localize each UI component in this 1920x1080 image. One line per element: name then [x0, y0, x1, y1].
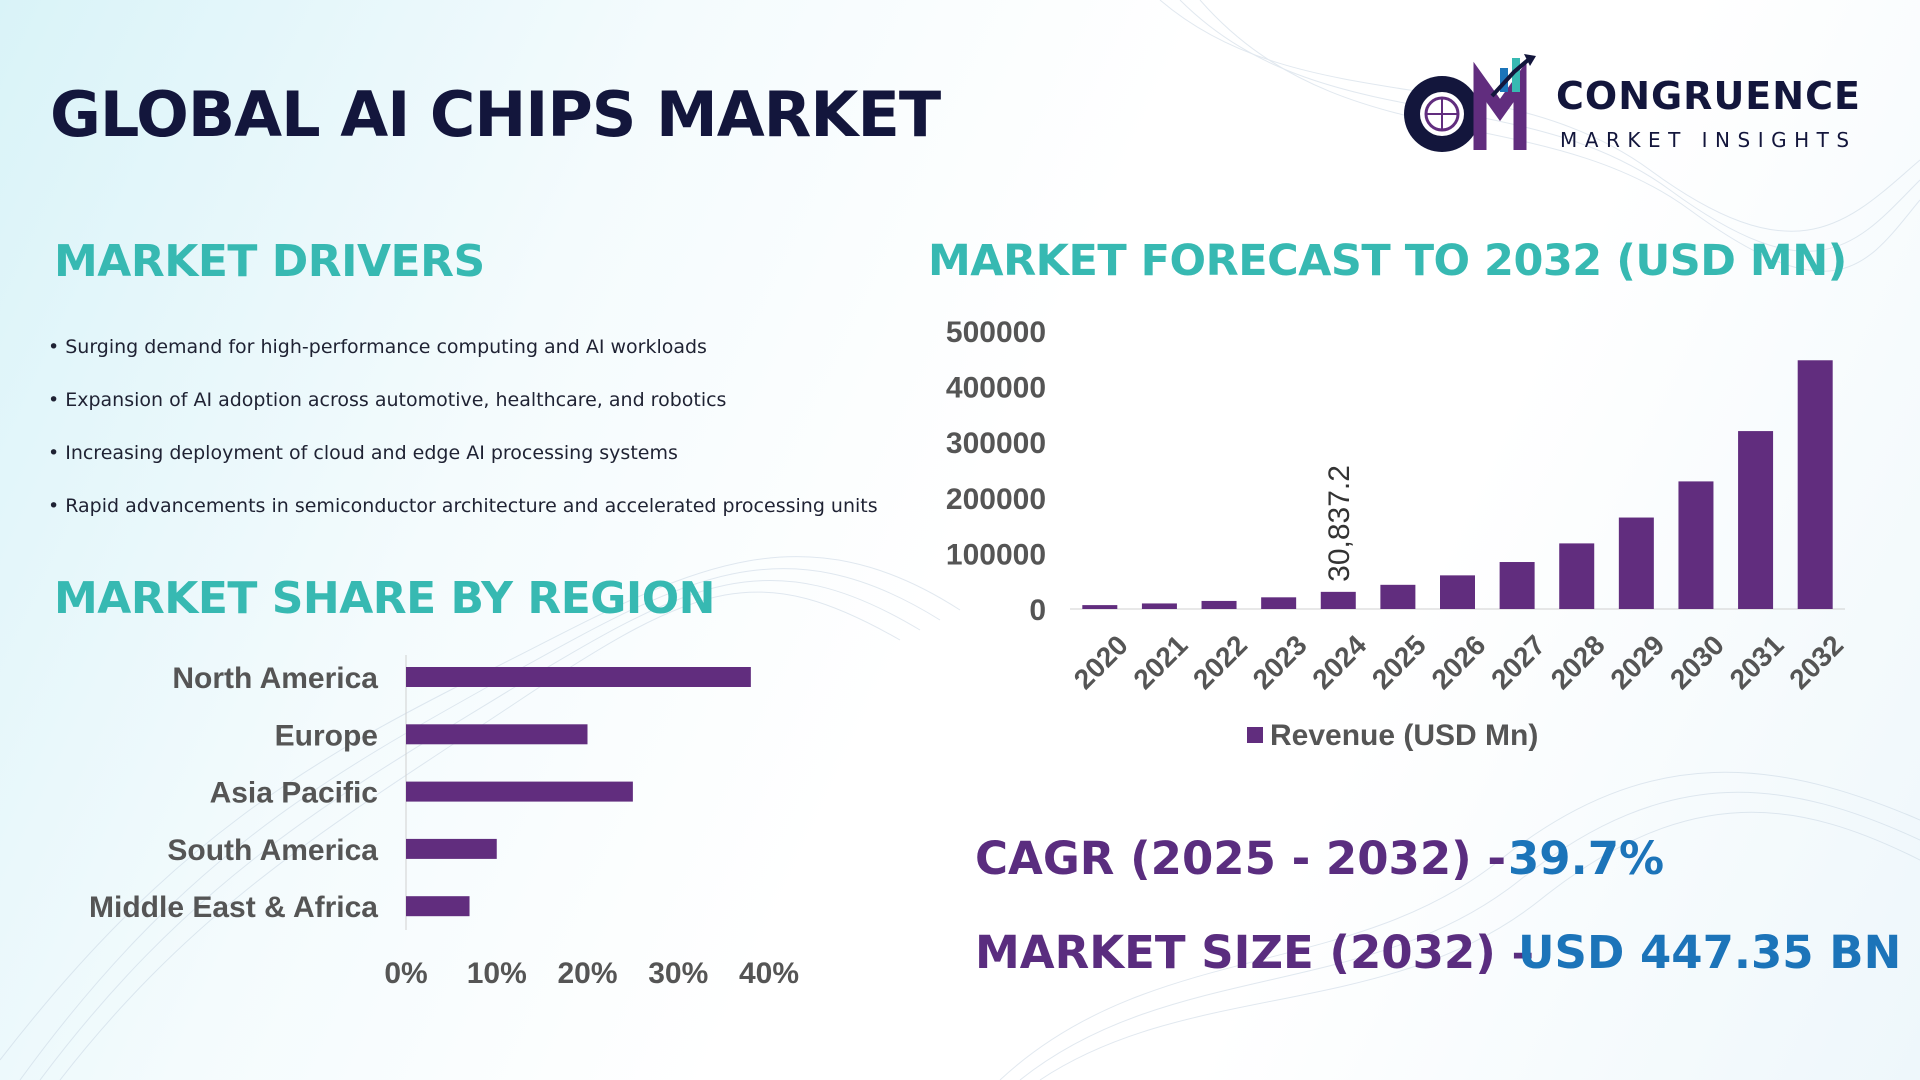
- forecast-title: MARKET FORECAST TO 2032 (USD MN): [928, 236, 1847, 286]
- logo-tagline: MARKET INSIGHTS: [1560, 128, 1857, 152]
- cagr-label: CAGR (2025 - 2032) -: [975, 832, 1507, 885]
- list-item: • Increasing deployment of cloud and edge…: [48, 442, 678, 464]
- logo-mark-icon: [1404, 54, 1536, 152]
- list-item: • Surging demand for high-performance com…: [48, 336, 707, 358]
- region-share-title: MARKET SHARE BY REGION: [54, 573, 716, 624]
- driver-text: Increasing deployment of cloud and edge …: [65, 442, 678, 464]
- market-size-value: USD 447.35 BN: [1518, 926, 1902, 979]
- drivers-list: • Surging demand for high-performance com…: [48, 336, 878, 548]
- list-item: • Rapid advancements in semiconductor arc…: [48, 495, 878, 517]
- cagr-value: 39.7%: [1508, 832, 1665, 885]
- driver-text: Rapid advancements in semiconductor arch…: [65, 495, 878, 517]
- driver-text: Expansion of AI adoption across automoti…: [65, 389, 727, 411]
- driver-text: Surging demand for high-performance comp…: [65, 336, 707, 358]
- market-drivers-title: MARKET DRIVERS: [54, 236, 485, 287]
- list-item: • Expansion of AI adoption across automot…: [48, 389, 727, 411]
- page-title: GLOBAL AI CHIPS MARKET: [50, 78, 941, 151]
- logo-name: CONGRUENCE: [1556, 74, 1861, 118]
- market-size-label: MARKET SIZE (2032) –: [975, 926, 1534, 979]
- company-logo: CONGRUENCE MARKET INSIGHTS: [1400, 52, 1870, 162]
